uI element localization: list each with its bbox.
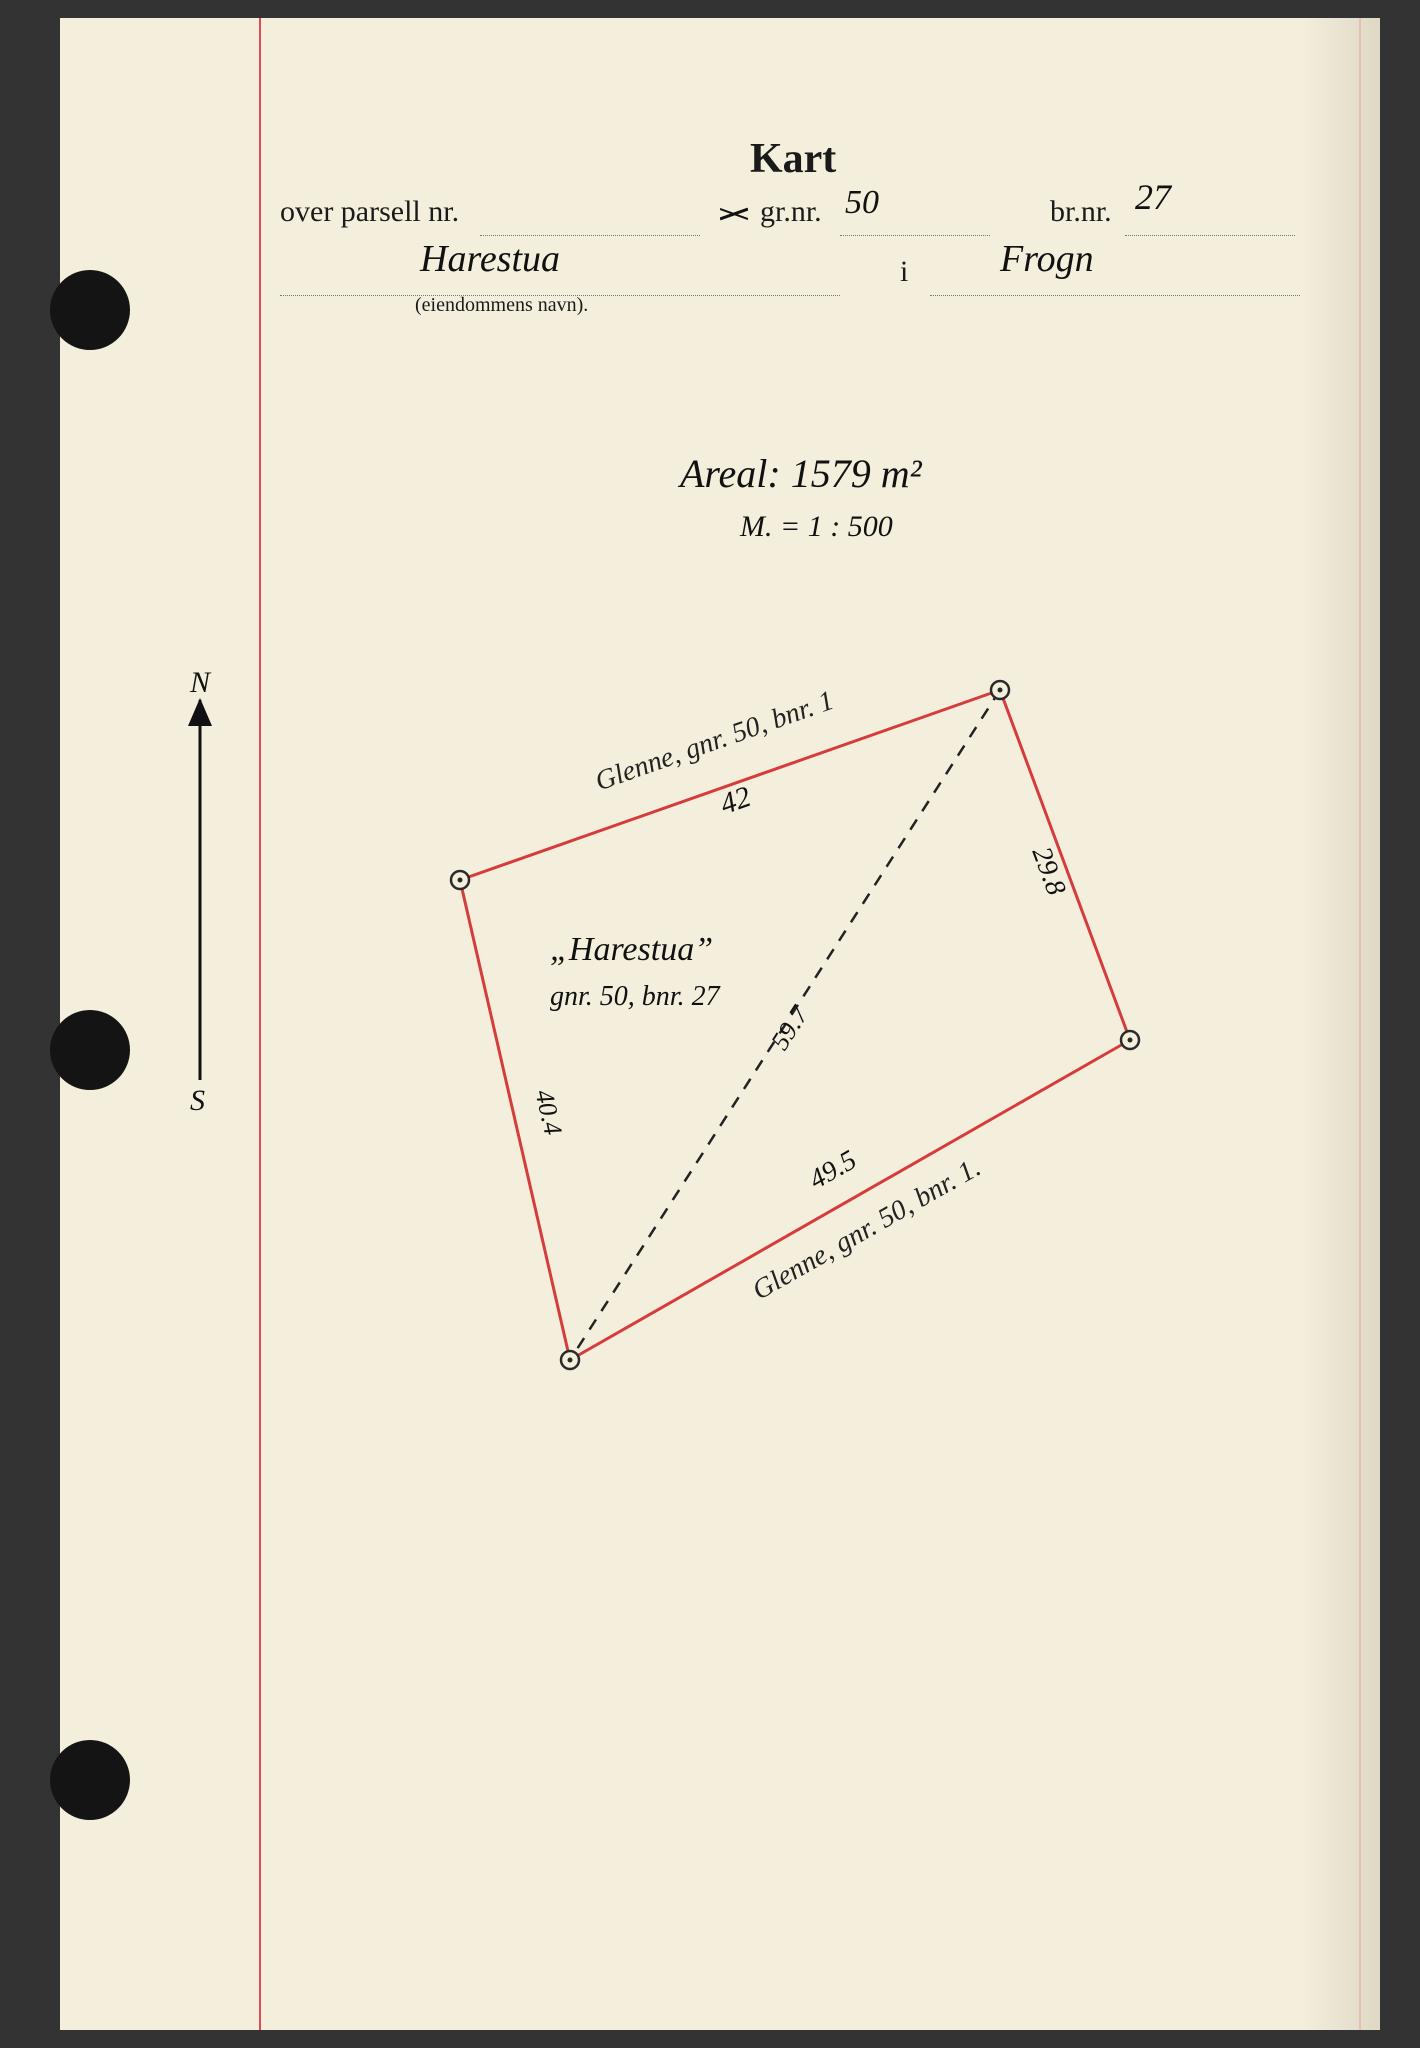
survey-vertex-dot	[1128, 1038, 1133, 1043]
neighbor-label-south: Glenne, gnr. 50, bnr. 1.	[747, 1152, 986, 1307]
edge-length-diagonal: 59.7	[765, 1000, 815, 1055]
edge-length: 29.8	[1026, 843, 1072, 900]
survey-vertex-dot	[458, 878, 463, 883]
survey-vertex-dot	[998, 688, 1003, 693]
survey-vertex-dot	[568, 1358, 573, 1363]
parcel-plot: 59.7 42 29.8 49.5 40.4 Glenne, gnr. 50, bnr. …	[150, 560, 1250, 1460]
scale-annotation: M. = 1 : 500	[740, 510, 893, 544]
parcel-plot-svg: 59.7 42 29.8 49.5 40.4 Glenne, gnr. 50, bnr. …	[150, 560, 1250, 1460]
areal-annotation: Areal: 1579 m²	[680, 450, 922, 497]
interior-label: gnr. 50, bnr. 27	[550, 981, 721, 1012]
edge-length: 49.5	[804, 1144, 862, 1195]
edge-length: 40.4	[529, 1087, 567, 1138]
neighbor-label-north: Glenne, gnr. 50, bnr. 1	[591, 685, 838, 797]
interior-label: „Harestua”	[550, 931, 713, 968]
edge-length: 42	[716, 780, 755, 821]
